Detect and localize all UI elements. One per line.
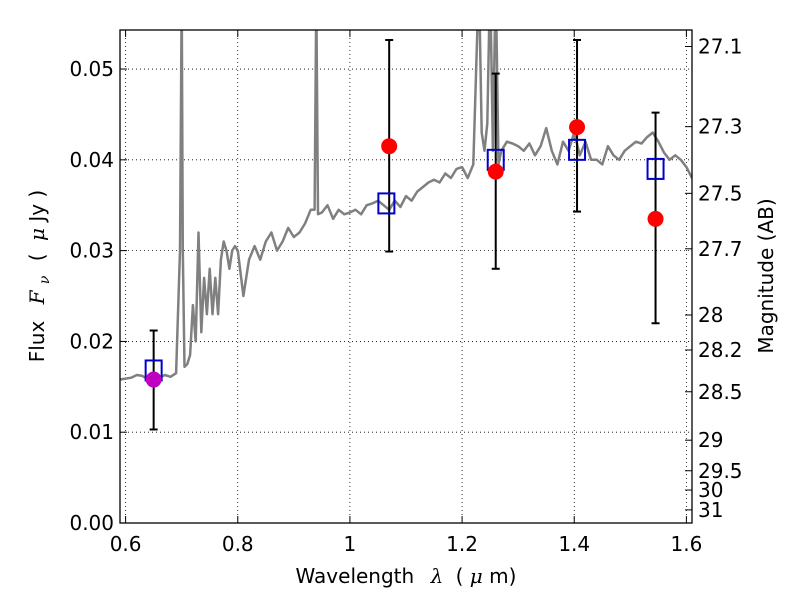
y-axis-f-symbol: F	[25, 289, 49, 305]
magnitude-tick-label: 27.1	[698, 34, 743, 58]
x-tick-label: 1.4	[558, 532, 590, 556]
tick-label-layer: 0.6 0.8 1 1.2 1.4 1.6 0.00 0.01 0.02 0.03 0.04 0.05…	[69, 34, 742, 556]
y-tick-label: 0.03	[69, 239, 114, 263]
magnitude-tick-label: 27.7	[698, 237, 743, 261]
spectrum-line	[120, 30, 692, 382]
x-axis-unit-rest: m)	[489, 564, 516, 588]
y-tick-label: 0.01	[69, 420, 114, 444]
magnitude-tick-label: 28.2	[698, 338, 743, 362]
grid	[120, 30, 692, 524]
x-tick-label: 1	[344, 532, 357, 556]
magnitude-tick-label: 29.5	[698, 459, 743, 483]
magnitude-tick-label: 27.5	[698, 181, 743, 205]
model-photometry-box	[568, 138, 587, 161]
model-photometry-box	[377, 192, 396, 215]
x-axis-unit-mu: μ	[470, 564, 483, 588]
magnitude-tick-label: 27.3	[698, 115, 743, 139]
observed-point	[569, 119, 586, 136]
spectrum-layer	[120, 30, 692, 382]
magnitude-tick-label: 28.5	[698, 380, 743, 404]
observed-point	[487, 163, 504, 180]
y-axis-unit-rest: Jy )	[25, 190, 49, 224]
observed-point-layer	[145, 119, 664, 388]
observed-point	[145, 371, 162, 388]
magnitude-tick-label: 28	[698, 303, 723, 327]
y-axis-unit-open: (	[25, 253, 49, 261]
y-axis-nu-subscript: ν	[37, 275, 53, 284]
x-axis-unit-open: (	[456, 564, 464, 588]
model-box-layer	[144, 138, 665, 382]
x-tick-label: 0.8	[222, 532, 254, 556]
errorbar-layer	[149, 38, 660, 431]
x-tick-label: 1.6	[670, 532, 702, 556]
x-axis-label: Wavelength	[296, 564, 415, 588]
y-axis-unit-mu: μ	[25, 228, 49, 241]
x-tick-label: 0.6	[110, 532, 142, 556]
magnitude-tick-label: 30	[698, 478, 723, 502]
observed-point	[647, 210, 664, 227]
x-axis-title: Wavelength λ ( μ m)	[296, 564, 517, 588]
magnitude-tick-label: 31	[698, 498, 723, 522]
y-tick-label: 0.04	[69, 148, 114, 172]
tick-layer	[120, 30, 692, 524]
observed-point	[381, 138, 398, 155]
y-axis-title: Flux F ν ( μ Jy )	[25, 190, 54, 363]
y-tick-label: 0.02	[69, 329, 114, 353]
y-axis-label: Flux	[25, 321, 49, 363]
magnitude-axis-title: Magnitude (AB)	[754, 198, 778, 353]
y-tick-label: 0.05	[69, 57, 114, 81]
model-photometry-box	[646, 157, 665, 180]
x-tick-label: 1.2	[446, 532, 478, 556]
magnitude-tick-label: 29	[698, 428, 723, 452]
x-axis-lambda-symbol: λ	[430, 564, 444, 588]
plot-frame	[119, 29, 693, 524]
y-tick-label: 0.00	[69, 511, 114, 535]
